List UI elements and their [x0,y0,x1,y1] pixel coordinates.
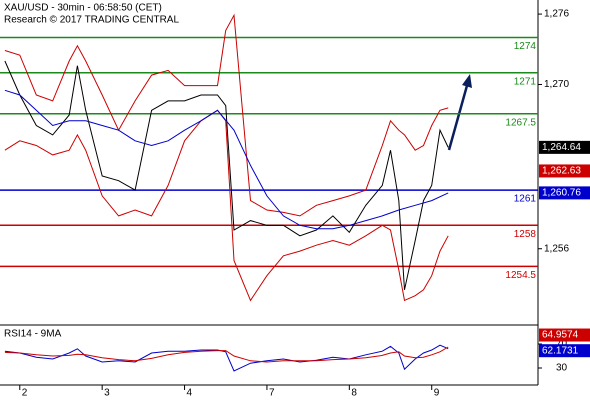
level-label: 1271 [514,76,537,87]
level-label: 1258 [514,229,537,240]
series-line [4,13,449,217]
y-tick-label: 1,276 [544,9,569,20]
rsi-title: RSI14 - 9MA [4,329,62,340]
y-tick-label: 1,270 [544,79,569,90]
x-tick-label: 3 [104,388,110,399]
level-label: 1254.5 [505,270,536,281]
chart-title: XAU/USD - 30min - 06:58:50 (CET) [4,3,162,14]
series-line [4,109,449,302]
chart-subtitle: Research © 2017 TRADING CENTRAL [4,15,179,26]
rsi-label: 62.1731 [542,345,579,356]
y-tick-label: 1,256 [544,243,569,254]
x-tick-label: 4 [187,388,193,399]
forecast-arrowhead [462,74,472,88]
rsi-label-box [539,344,590,358]
series-line [4,89,449,230]
level-label: 1261 [514,194,537,205]
price-label: 1,264.64 [542,142,581,153]
level-label: 1267.5 [505,117,536,128]
price-label: 1,260.76 [542,188,581,199]
x-tick-label: 7 [269,388,275,399]
x-tick-label: 9 [434,388,440,399]
price-label-box [539,140,590,154]
rsi-label-box [539,328,590,342]
series-line [4,344,449,372]
x-tick-label: 8 [351,388,357,399]
level-label: 1274 [514,41,537,52]
rsi-tick-label: 30 [556,363,568,374]
rsi-tick-label: 70 [556,339,568,350]
series-line [4,60,449,290]
price-label-box [539,164,590,178]
forecast-arrow [447,81,470,151]
series-line [4,346,449,363]
rsi-label: 64.9574 [542,330,579,341]
price-label: 1,262.63 [542,166,581,177]
x-tick-label: 2 [22,388,28,399]
price-label-box [539,186,590,200]
